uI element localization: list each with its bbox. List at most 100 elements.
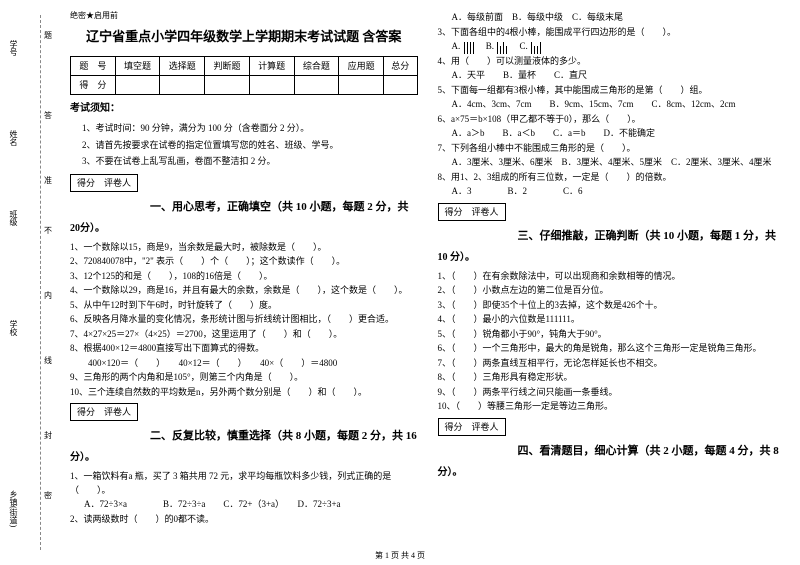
s3q6: 6、（ ）一个三角形中，最大的角是锐角，那么这个三角形一定是锐角三角形。 <box>438 342 786 356</box>
s1q1: 1、一个数除以15，商是9，当余数是最大时，被除数是（ ）。 <box>70 241 418 255</box>
th-2: 选择题 <box>160 56 205 75</box>
s1q4: 4、一个数除以29，商是16，并且有最大的余数，余数是（ ），这个数是（ ）。 <box>70 284 418 298</box>
s1q6: 6、反映各月降水量的变化情况，条形统计图与折线统计图相比，（ ）更合适。 <box>70 313 418 327</box>
c2q4o: A．天平 B．量杯 C．直尺 <box>452 69 786 83</box>
binding-dashline <box>40 15 41 550</box>
table-row: 得 分 <box>71 75 418 94</box>
s3q1: 1、（ ）在有余数除法中，可以出现商和余数相等的情况。 <box>438 270 786 284</box>
c2q3: 3、下面各组中的4根小棒，能围成平行四边形的是（ ）。 <box>438 26 786 40</box>
c2q5: 5、下面每一组都有3根小棒，其中能围成三角形的是第（ ）组。 <box>438 84 786 98</box>
td-5 <box>294 75 339 94</box>
td-3 <box>205 75 250 94</box>
grade-box-2: 得分 评卷人 <box>70 403 138 421</box>
s3q10: 10、（ ）等腰三角形一定是等边三角形。 <box>438 400 786 414</box>
c2q5o: A．4cm、3cm、7cm B．9cm、15cm、7cm C．8cm、12cm、… <box>452 98 786 112</box>
td-2 <box>160 75 205 94</box>
td-4 <box>249 75 294 94</box>
th-6: 应用题 <box>339 56 384 75</box>
sidechar-2: 准 <box>44 175 52 186</box>
td-6 <box>339 75 384 94</box>
td-0: 得 分 <box>71 75 116 94</box>
s1q7: 7、4×27×25＝27×（4×25）＝2700，这里运用了（ ）和（ ）。 <box>70 328 418 342</box>
c2q7: 7、下列各组小棒中不能围成三角形的是（ ）。 <box>438 142 786 156</box>
c2q8: 8、用1、2、3组成的所有三位数，一定是（ ）的倍数。 <box>438 171 786 185</box>
grade-box-3: 得分 评卷人 <box>438 203 506 221</box>
th-0: 题 号 <box>71 56 116 75</box>
sidechar-3: 不 <box>44 225 52 236</box>
opt-a: A. <box>452 41 461 51</box>
s2q1: 1、一箱饮料有a 瓶，买了 3 箱共用 72 元，求平均每瓶饮料多少钱，列式正确… <box>70 470 418 497</box>
sec4-title2: 分）。 <box>438 465 786 481</box>
label-banji: 班级 <box>8 210 19 226</box>
sec3-title: 三、仔细推敲，正确判断（共 10 小题，每题 1 分，共 <box>438 228 786 246</box>
table-row: 题 号 填空题 选择题 判断题 计算题 综合题 应用题 总分 <box>71 56 418 75</box>
s3q9: 9、（ ）两条平行线之间只能画一条垂线。 <box>438 386 786 400</box>
sidechar-7: 密 <box>44 490 52 501</box>
binding-margin: 学号 姓名 班级 学校 乡镇(街道) 题 答 准 不 内 线 封 密 <box>0 0 55 565</box>
td-7 <box>383 75 417 94</box>
label-xuexiao: 学校 <box>8 320 19 336</box>
page-footer: 第 1 页 共 4 页 <box>0 550 800 561</box>
s3q8: 8、（ ）三角形具有稳定形状。 <box>438 371 786 385</box>
s3q5: 5、（ ）锐角都小于90°，钝角大于90°。 <box>438 328 786 342</box>
c2q4: 4、用（ ）可以测量液体的多少。 <box>438 55 786 69</box>
notice-2: 2、请首先按要求在试卷的指定位置填写您的姓名、班级、学号。 <box>82 138 418 152</box>
s1q2: 2、720840078中，"2" 表示（ ）个（ ）；这个数读作（ ）。 <box>70 255 418 269</box>
bars-b <box>496 40 508 54</box>
exam-title: 辽宁省重点小学四年级数学上学期期末考试试题 含答案 <box>70 27 418 48</box>
notice-1: 1、考试时间：90 分钟，满分为 100 分（含卷面分 2 分）。 <box>82 121 418 135</box>
notice-head: 考试须知： <box>70 101 418 117</box>
sec2-title: 二、反复比较，慎重选择（共 8 小题，每题 2 分，共 16 <box>70 428 418 446</box>
opt-b: B. <box>486 41 494 51</box>
sec2-title2: 分）。 <box>70 450 418 466</box>
s1q10: 10、三个连续自然数的平均数是n，另外两个数分别是（ ）和（ ）。 <box>70 386 418 400</box>
sec1-title2: 20分）。 <box>70 221 418 237</box>
c2q8o: A．3 B．2 C．6 <box>452 185 786 199</box>
s1q5: 5、从中午12时到下午6时，时针旋转了（ ）度。 <box>70 299 418 313</box>
s1q9: 9、三角形的两个内角和是105°，则第三个内角是（ ）。 <box>70 371 418 385</box>
label-xiangzhen: 乡镇(街道) <box>8 490 19 527</box>
opt-c: C. <box>520 41 528 51</box>
c2q6: 6、a×75＝b×108（甲乙都不等于0），那么（ ）。 <box>438 113 786 127</box>
s1q3: 3、12个125的和是（ ），108的16倍是（ ）。 <box>70 270 418 284</box>
grade-box-1: 得分 评卷人 <box>70 174 138 192</box>
content-area: 绝密★启用前 辽宁省重点小学四年级数学上学期期末考试试题 含答案 题 号 填空题… <box>55 0 800 565</box>
s1q8a: 400×120＝（ ） 40×12＝（ ） 40×（ ）＝4800 <box>70 357 418 371</box>
right-column: A．每级前面 B．每级中级 C．每级末尾 3、下面各组中的4根小棒，能围成平行四… <box>438 10 786 555</box>
bars-a <box>463 40 475 54</box>
label-xingming: 姓名 <box>8 130 19 146</box>
bars-c <box>530 40 542 54</box>
th-5: 综合题 <box>294 56 339 75</box>
th-7: 总分 <box>383 56 417 75</box>
sidechar-5: 线 <box>44 355 52 366</box>
notice-3: 3、不要在试卷上乱写乱画，卷面不整洁扣 2 分。 <box>82 154 418 168</box>
c2q3abc: A. B. C. <box>452 40 786 54</box>
s2q1o: A．72÷3×a B．72÷3÷a C．72+（3+a） D．72÷3+a <box>84 498 418 512</box>
sidechar-4: 内 <box>44 290 52 301</box>
th-3: 判断题 <box>205 56 250 75</box>
sidechar-0: 题 <box>44 30 52 41</box>
sidechar-1: 答 <box>44 110 52 121</box>
s2q2: 2、读两级数时（ ）的0都不读。 <box>70 513 418 527</box>
td-1 <box>115 75 160 94</box>
s3q2: 2、（ ）小数点左边的第二位是百分位。 <box>438 284 786 298</box>
th-4: 计算题 <box>249 56 294 75</box>
left-column: 绝密★启用前 辽宁省重点小学四年级数学上学期期末考试试题 含答案 题 号 填空题… <box>70 10 418 555</box>
sec4-title: 四、看清题目，细心计算（共 2 小题，每题 4 分，共 8 <box>438 443 786 461</box>
s3q4: 4、（ ）最小的六位数是111111。 <box>438 313 786 327</box>
score-table: 题 号 填空题 选择题 判断题 计算题 综合题 应用题 总分 得 分 <box>70 56 418 96</box>
secret-label: 绝密★启用前 <box>70 10 418 23</box>
c2q2o: A．每级前面 B．每级中级 C．每级末尾 <box>452 11 786 25</box>
label-xuehao: 学号 <box>8 40 19 56</box>
s3q3: 3、（ ）即使35个十位上的3去掉，这个数是426个十。 <box>438 299 786 313</box>
exam-page: 学号 姓名 班级 学校 乡镇(街道) 题 答 准 不 内 线 封 密 绝密★启用… <box>0 0 800 565</box>
s3q7: 7、（ ）两条直线互相平行，无论怎样延长也不相交。 <box>438 357 786 371</box>
sidechar-6: 封 <box>44 430 52 441</box>
c2q6o: A．a＞b B．a＜b C．a＝b D．不能确定 <box>452 127 786 141</box>
grade-box-4: 得分 评卷人 <box>438 418 506 436</box>
th-1: 填空题 <box>115 56 160 75</box>
c2q7o: A．3厘米、3厘米、6厘米 B．3厘米、4厘米、5厘米 C．2厘米、3厘米、4厘… <box>452 156 786 170</box>
sec3-title2: 10 分）。 <box>438 250 786 266</box>
s1q8: 8、根据400×12＝4800直接写出下面算式的得数。 <box>70 342 418 356</box>
sec1-title: 一、用心思考，正确填空（共 10 小题，每题 2 分，共 <box>70 199 418 217</box>
